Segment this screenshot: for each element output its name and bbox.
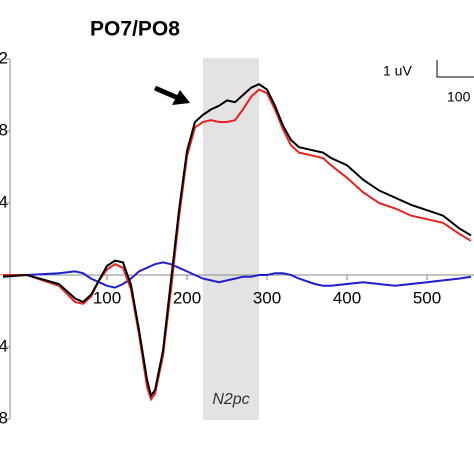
erp-line xyxy=(2,83,472,398)
y-tick-label: 12 xyxy=(0,48,8,67)
y-tick-label: -4 xyxy=(0,336,8,355)
x-tick-label: 300 xyxy=(253,288,281,307)
y-tick-label: 8 xyxy=(0,120,8,139)
arrow xyxy=(154,85,179,101)
arrow-head xyxy=(172,90,190,105)
x-tick-label: 200 xyxy=(173,288,201,307)
scale-amplitude-label: 1 uV xyxy=(383,63,412,79)
x-tick-label: 100 xyxy=(93,288,121,307)
erp-line xyxy=(3,261,472,289)
n2pc-window xyxy=(203,58,259,420)
scale-bar xyxy=(436,60,474,78)
x-tick-label: 500 xyxy=(413,288,441,307)
chart-title: PO7/PO8 xyxy=(90,18,180,41)
scale-time-label: 100 xyxy=(447,89,471,105)
x-tick-label: 400 xyxy=(333,288,361,307)
y-tick-label: -8 xyxy=(0,408,8,427)
erp-line xyxy=(3,88,472,402)
y-tick-label: 4 xyxy=(0,192,8,211)
window-label: N2pc xyxy=(212,391,249,408)
